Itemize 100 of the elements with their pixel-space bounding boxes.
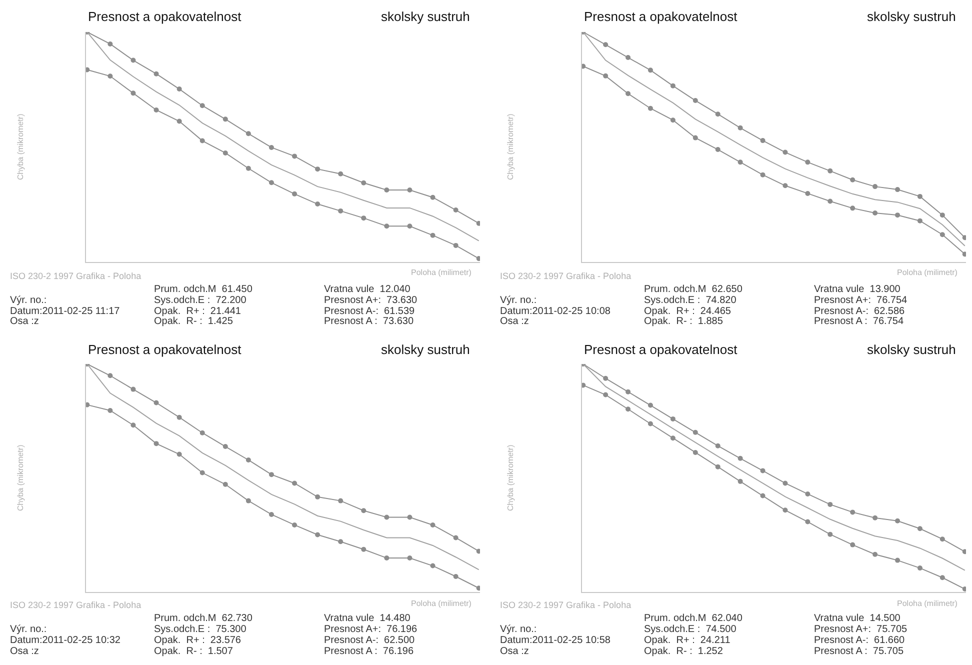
point bbox=[154, 441, 159, 446]
point bbox=[292, 522, 298, 528]
point bbox=[338, 171, 344, 176]
point bbox=[895, 212, 900, 218]
point bbox=[246, 166, 251, 171]
x-axis-title: Poloha (milimetr) bbox=[411, 268, 472, 277]
text: Osa :z bbox=[10, 316, 39, 327]
point bbox=[738, 160, 743, 165]
point bbox=[670, 118, 676, 123]
text: Prum. odch.M 62.730 bbox=[154, 613, 253, 624]
text: ISO 230-2 1997 Grafika - Poloha bbox=[500, 271, 632, 281]
point bbox=[361, 180, 366, 186]
text: Presnost A-: 62.586 bbox=[814, 306, 906, 317]
text: Opak. R- : 1.507 bbox=[154, 646, 234, 657]
text: Výr. no.: bbox=[500, 295, 537, 306]
text: Vratna vule 14.480 bbox=[324, 613, 411, 624]
point bbox=[476, 548, 480, 554]
point bbox=[384, 556, 390, 561]
text: Sys.odch.E : 75.300 bbox=[154, 624, 247, 635]
point bbox=[917, 218, 922, 224]
point bbox=[222, 444, 228, 450]
point bbox=[692, 450, 698, 455]
point bbox=[692, 98, 698, 104]
point bbox=[760, 138, 766, 144]
chart-title: Presnost a opakovatelnost bbox=[88, 9, 242, 24]
point bbox=[361, 508, 366, 514]
point bbox=[268, 472, 274, 478]
point bbox=[430, 232, 436, 238]
point bbox=[154, 71, 159, 76]
point bbox=[692, 135, 698, 140]
point bbox=[108, 408, 113, 414]
point bbox=[338, 498, 344, 504]
point bbox=[715, 464, 720, 470]
text: Sys.odch.E : 74.500 bbox=[644, 624, 737, 635]
text: Opak. R- : 1.425 bbox=[154, 316, 234, 327]
point bbox=[315, 532, 320, 538]
point bbox=[292, 480, 298, 486]
chart-subtitle: skolsky sustruh bbox=[381, 9, 470, 24]
text: Opak. R- : 1.252 bbox=[644, 646, 724, 657]
point bbox=[850, 542, 856, 548]
text: Presnost A-: 61.539 bbox=[324, 306, 416, 317]
text: Opak. R+ : 24.211 bbox=[644, 635, 731, 646]
x-axis-title: Poloha (milimetr) bbox=[897, 268, 958, 277]
point bbox=[805, 519, 810, 524]
point bbox=[361, 216, 366, 221]
x-axis-title: Poloha (milimetr) bbox=[411, 599, 472, 608]
chart-subtitle: skolsky sustruh bbox=[867, 9, 956, 24]
y-axis-title: Chyba (mikrometr) bbox=[506, 113, 515, 180]
point bbox=[453, 242, 458, 248]
point bbox=[962, 586, 966, 592]
point bbox=[872, 552, 878, 557]
text: ISO 230-2 1997 Grafika - Poloha bbox=[10, 600, 142, 610]
text: Presnost A : 76.196 bbox=[324, 646, 414, 657]
text: Opak. R+ : 24.465 bbox=[644, 306, 732, 317]
text: Vratna vule 12.040 bbox=[324, 284, 411, 295]
point bbox=[760, 172, 766, 178]
point bbox=[361, 546, 366, 552]
point bbox=[407, 556, 412, 561]
point bbox=[917, 566, 922, 571]
text: Osa :z bbox=[500, 316, 529, 327]
chart-subtitle: skolsky sustruh bbox=[381, 342, 470, 357]
point bbox=[940, 575, 945, 580]
point bbox=[222, 482, 228, 487]
point bbox=[384, 514, 390, 520]
point bbox=[738, 456, 743, 461]
point bbox=[108, 74, 113, 79]
text: Datum:2011-02-25 10:58 bbox=[500, 635, 611, 646]
text: ISO 230-2 1997 Grafika - Poloha bbox=[500, 600, 632, 610]
point bbox=[715, 147, 720, 152]
point bbox=[176, 452, 182, 457]
point bbox=[805, 190, 810, 196]
point bbox=[872, 210, 878, 216]
point bbox=[895, 187, 900, 192]
point bbox=[648, 421, 653, 426]
point bbox=[828, 532, 833, 537]
point bbox=[940, 232, 945, 238]
x-axis-title: Poloha (milimetr) bbox=[897, 599, 958, 608]
point bbox=[200, 103, 205, 108]
point bbox=[603, 73, 608, 78]
chart-subtitle: skolsky sustruh bbox=[867, 342, 956, 357]
point bbox=[86, 402, 90, 408]
point bbox=[670, 416, 676, 422]
text: Presnost A+: 76.754 bbox=[814, 295, 908, 306]
point bbox=[828, 502, 833, 507]
point bbox=[315, 202, 320, 207]
text: Vratna vule 13.900 bbox=[814, 284, 901, 295]
point bbox=[670, 83, 676, 88]
point bbox=[338, 539, 344, 544]
point bbox=[200, 430, 205, 436]
point bbox=[715, 112, 720, 117]
point bbox=[805, 160, 810, 165]
chart-title: Presnost a opakovatelnost bbox=[584, 342, 738, 357]
point bbox=[453, 535, 458, 540]
point bbox=[917, 194, 922, 199]
point bbox=[603, 392, 608, 398]
point bbox=[738, 478, 743, 484]
y-axis-title: Chyba (mikrometr) bbox=[506, 444, 515, 511]
point bbox=[384, 224, 390, 229]
point bbox=[130, 422, 136, 428]
point bbox=[648, 68, 653, 73]
